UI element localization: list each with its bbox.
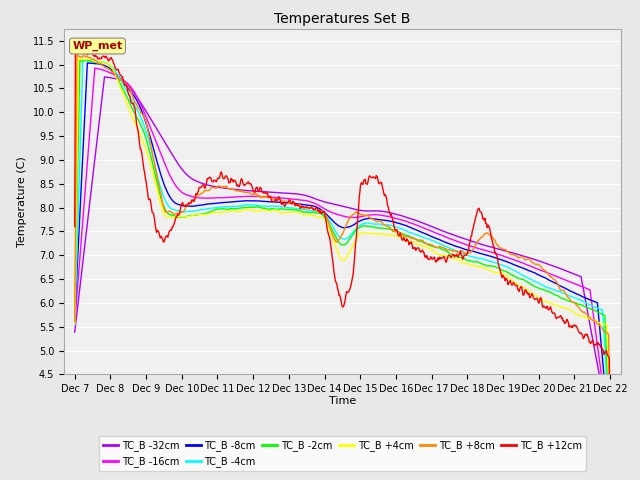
Y-axis label: Temperature (C): Temperature (C) [17,156,28,247]
Title: Temperatures Set B: Temperatures Set B [274,12,411,26]
Legend: TC_B -32cm, TC_B -16cm, TC_B -8cm, TC_B -4cm, TC_B -2cm, TC_B +4cm, TC_B +8cm, T: TC_B -32cm, TC_B -16cm, TC_B -8cm, TC_B … [99,436,586,471]
X-axis label: Time: Time [329,396,356,406]
Text: WP_met: WP_met [72,41,123,51]
